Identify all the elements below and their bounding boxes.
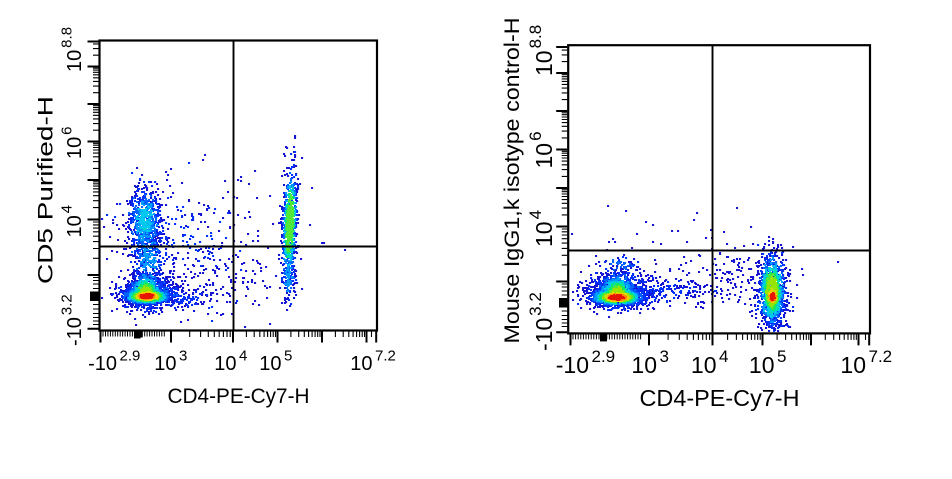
svg-text:10: 10 [259,353,281,375]
svg-text:4: 4 [59,205,76,213]
svg-text:-10: -10 [531,318,557,351]
svg-text:-10: -10 [64,317,86,346]
svg-text:-10: -10 [556,352,589,378]
svg-text:7.2: 7.2 [375,348,396,365]
svg-text:4: 4 [526,210,545,219]
svg-text:Mouse IgG1,k isotype control-H: Mouse IgG1,k isotype control-H [501,18,524,344]
svg-text:10: 10 [350,353,372,375]
svg-text:4: 4 [719,347,728,366]
svg-text:10: 10 [531,221,557,247]
svg-text:3: 3 [179,348,187,365]
svg-text:6: 6 [526,131,545,140]
svg-text:8.8: 8.8 [59,27,76,48]
svg-text:5: 5 [777,347,786,366]
svg-text:10: 10 [531,143,557,169]
svg-text:2.9: 2.9 [120,348,141,365]
svg-text:3.2: 3.2 [526,292,545,316]
svg-text:8.8: 8.8 [526,25,545,49]
svg-text:10: 10 [214,353,236,375]
svg-text:CD4-PE-Cy7-H: CD4-PE-Cy7-H [640,385,800,411]
svg-text:2.9: 2.9 [592,347,616,366]
svg-text:10: 10 [691,352,717,378]
svg-text:5: 5 [284,348,292,365]
svg-text:10: 10 [64,215,86,237]
svg-text:10: 10 [531,50,557,76]
svg-text:6: 6 [59,126,76,134]
svg-text:CD5 Purified-H: CD5 Purified-H [35,96,58,284]
svg-text:10: 10 [64,50,86,72]
svg-text:10: 10 [631,352,657,378]
svg-text:10: 10 [749,352,775,378]
svg-text:-10: -10 [88,353,117,375]
svg-text:CD4-PE-Cy7-H: CD4-PE-Cy7-H [168,385,310,408]
svg-text:10: 10 [64,137,86,159]
svg-text:4: 4 [239,348,247,365]
svg-text:7.2: 7.2 [869,347,893,366]
svg-text:3: 3 [660,347,669,366]
svg-text:10: 10 [840,352,866,378]
svg-text:3.2: 3.2 [59,294,76,315]
svg-text:10: 10 [154,353,176,375]
